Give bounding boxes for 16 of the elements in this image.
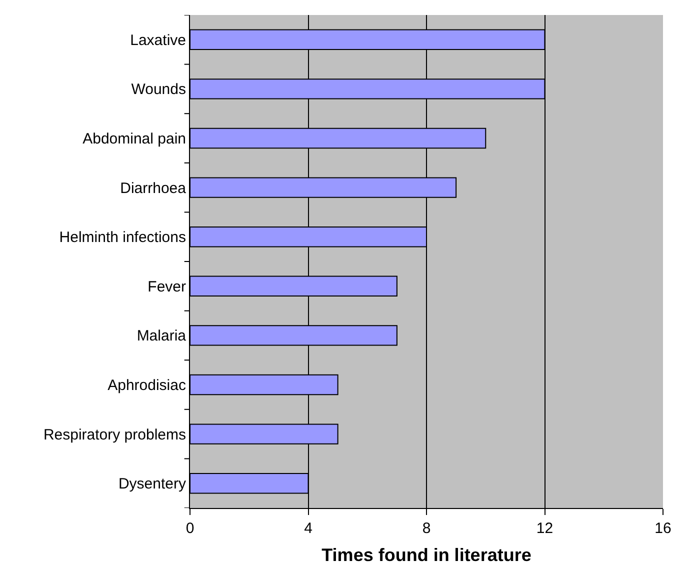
y-tick-label: Wounds (131, 81, 186, 98)
y-tick-label: Malaria (136, 328, 187, 345)
x-tick-label: 0 (186, 520, 194, 537)
y-tick-label: Diarrhoea (120, 180, 187, 197)
y-tick-label: Dysentery (118, 476, 186, 493)
x-tick-label: 4 (304, 520, 312, 537)
y-tick-label: Fever (148, 278, 186, 296)
y-tick-label: Helminth infections (59, 229, 186, 246)
x-axis-title: Times found in literature (322, 545, 532, 566)
x-tick-label: 12 (536, 520, 554, 537)
x-tick-label: 8 (422, 520, 431, 537)
y-tick-label: Aphrodisiac (108, 377, 186, 394)
y-tick-label: Abdominal pain (82, 130, 186, 148)
y-tick-label: Laxative (130, 32, 186, 49)
x-tick-label: 16 (654, 520, 672, 537)
y-tick-label: Respiratory problems (43, 426, 186, 444)
